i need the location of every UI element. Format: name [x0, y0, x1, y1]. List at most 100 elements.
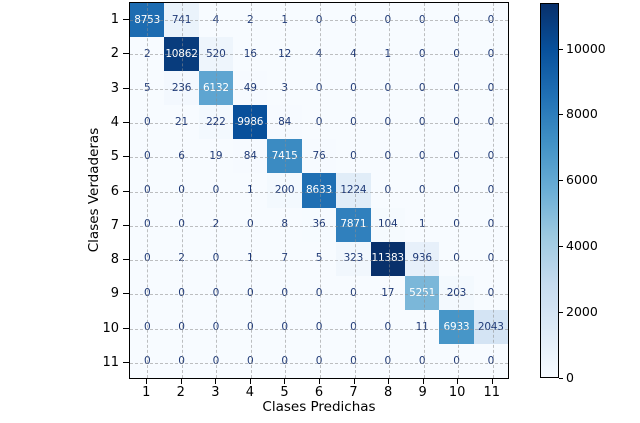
heatmap-cell: 0 — [198, 343, 234, 378]
heatmap-cell: 0 — [370, 343, 405, 378]
y-tick-label: 2 — [110, 46, 119, 62]
heatmap-cell: 16 — [233, 37, 268, 72]
heatmap-cell: 0 — [301, 105, 337, 140]
heatmap-cell: 0 — [473, 241, 508, 276]
heatmap-cell: 0 — [404, 343, 440, 378]
x-tick-label: 7 — [349, 385, 358, 400]
heatmap-cell: 104 — [370, 207, 405, 242]
heatmap-cell: 0 — [301, 309, 337, 344]
heatmap-cell: 0 — [130, 241, 165, 276]
y-tick-label: 5 — [110, 149, 119, 165]
colorbar-tick-label: 0 — [566, 370, 574, 385]
heatmap-cell: 0 — [336, 71, 371, 106]
heatmap-cell: 0 — [301, 275, 337, 310]
heatmap-cell: 17 — [370, 275, 405, 310]
heatmap-cell: 236 — [164, 71, 199, 106]
heatmap-cell: 0 — [198, 275, 234, 310]
colorbar-tick-label: 2000 — [566, 304, 598, 320]
heatmap-cell: 0 — [164, 173, 199, 208]
heatmap-cell: 222 — [198, 105, 234, 140]
y-tick-label: 8 — [110, 252, 119, 268]
y-axis-tick — [123, 19, 129, 21]
colorbar-tick — [559, 312, 563, 314]
heatmap-cell: 200 — [267, 173, 302, 208]
y-axis-tick — [123, 293, 129, 295]
heatmap-cell: 2043 — [473, 309, 508, 344]
heatmap-cell: 49 — [233, 71, 268, 106]
heatmap-cell: 0 — [370, 105, 405, 140]
heatmap-cell: 0 — [233, 275, 268, 310]
x-tick-label: 5 — [280, 385, 289, 400]
heatmap-cell: 0 — [164, 207, 199, 242]
x-tick-label: 2 — [176, 385, 185, 400]
x-axis-tick — [422, 379, 424, 384]
heatmap-cell: 3 — [267, 71, 302, 106]
heatmap-cell: 0 — [301, 71, 337, 106]
heatmap-cell: 2 — [164, 241, 199, 276]
y-tick-label: 1 — [110, 12, 119, 28]
heatmap-cell: 0 — [267, 343, 302, 378]
heatmap-cell: 12 — [267, 37, 302, 72]
heatmap-cell: 1 — [267, 3, 302, 38]
heatmap-cell: 0 — [439, 139, 474, 174]
colorbar-tick — [559, 246, 563, 248]
heatmap-cell: 0 — [370, 71, 405, 106]
heatmap-cell: 0 — [130, 105, 165, 140]
heatmap-cell: 84 — [267, 105, 302, 140]
heatmap-cell: 0 — [370, 173, 405, 208]
heatmap-cell: 36 — [301, 207, 337, 242]
x-tick-label: 8 — [383, 385, 393, 400]
heatmap-cell: 0 — [473, 343, 508, 378]
heatmap-plot-area: 8753 741 4 2 1 0 0 0 0 0 0 2 10862 520 16 12 4 4 1 0 0 0 5 236 6… — [129, 2, 509, 379]
heatmap-cell: 0 — [439, 241, 474, 276]
heatmap-cell: 1224 — [336, 173, 371, 208]
x-axis-tick — [180, 379, 182, 384]
heatmap-cell: 0 — [473, 3, 508, 38]
heatmap-cell: 0 — [267, 275, 302, 310]
x-tick-label: 9 — [418, 385, 427, 400]
colorbar-tick — [559, 378, 563, 379]
heatmap-cell: 0 — [336, 309, 371, 344]
heatmap-cell: 0 — [473, 173, 508, 208]
heatmap-cell: 0 — [473, 207, 508, 242]
colorbar-tick-label: 4000 — [566, 238, 598, 254]
heatmap-cell: 0 — [233, 207, 268, 242]
heatmap-cell: 11383 — [370, 241, 405, 276]
heatmap-cell: 0 — [198, 173, 234, 208]
heatmap-cell: 2 — [198, 207, 234, 242]
x-tick-label: 10 — [448, 385, 466, 400]
heatmap-cell: 0 — [439, 207, 474, 242]
heatmap-cell: 0 — [233, 309, 268, 344]
heatmap-cell: 0 — [370, 309, 405, 344]
heatmap-cell: 0 — [473, 71, 508, 106]
colorbar-tick — [559, 48, 563, 50]
x-axis-tick — [457, 379, 459, 384]
heatmap-cell: 2 — [233, 3, 268, 38]
y-tick-label: 6 — [110, 183, 119, 199]
x-axis-tick — [388, 379, 390, 384]
x-axis-tick — [284, 379, 286, 384]
heatmap-cell: 0 — [130, 173, 165, 208]
heatmap-cell: 6132 — [198, 71, 234, 106]
heatmap-cell: 0 — [370, 3, 405, 38]
heatmap-cell: 0 — [370, 139, 405, 174]
heatmap-cell: 0 — [439, 173, 474, 208]
heatmap-cell: 0 — [336, 105, 371, 140]
y-tick-label: 10 — [102, 320, 119, 336]
heatmap-cell: 323 — [336, 241, 371, 276]
heatmap-cell: 0 — [473, 275, 508, 310]
heatmap-cell: 0 — [198, 309, 234, 344]
heatmap-cell: 0 — [439, 343, 474, 378]
heatmap-cell: 8 — [267, 207, 302, 242]
heatmap-cell: 0 — [164, 275, 199, 310]
heatmap-cell: 0 — [439, 105, 474, 140]
heatmap-cell: 10862 — [164, 37, 199, 72]
heatmap-cell: 2 — [130, 37, 165, 72]
heatmap-cell: 0 — [404, 71, 440, 106]
heatmap-cell: 7415 — [267, 139, 302, 174]
heatmap-cell: 1 — [233, 173, 268, 208]
y-tick-label: 3 — [110, 80, 119, 96]
heatmap-cell: 0 — [336, 275, 371, 310]
y-axis-tick — [123, 224, 129, 226]
heatmap-cell: 0 — [439, 3, 474, 38]
